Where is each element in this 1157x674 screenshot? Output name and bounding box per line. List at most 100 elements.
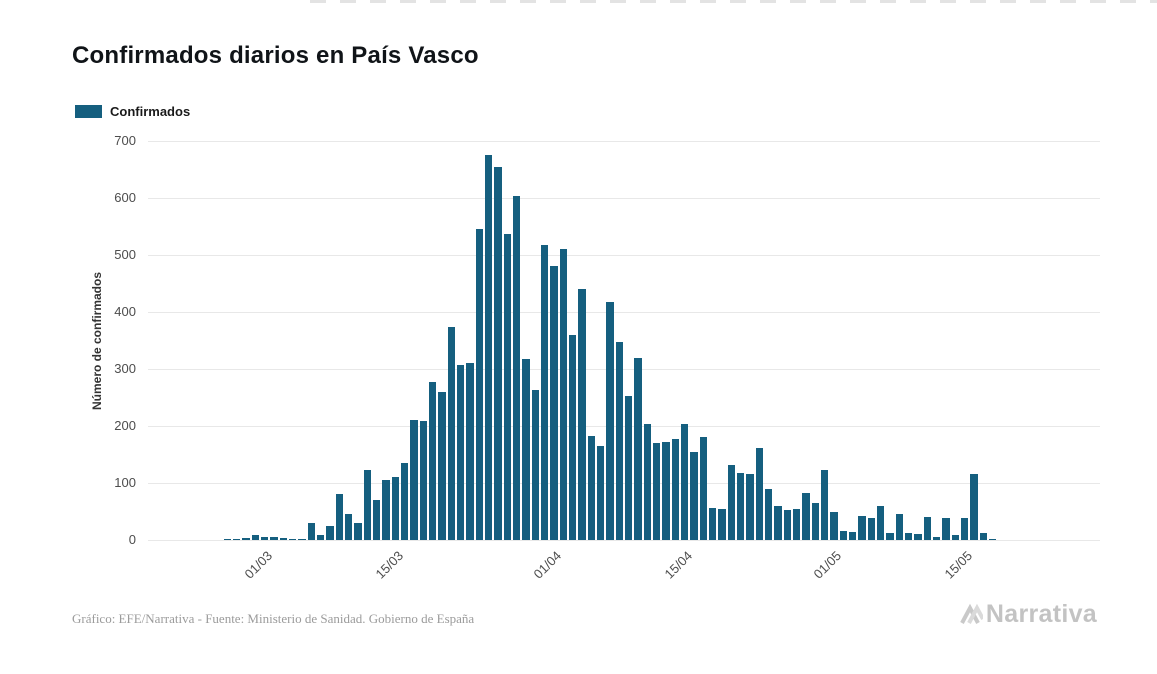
bar [223, 539, 232, 540]
bar [578, 289, 586, 540]
bar [942, 518, 950, 540]
bar [699, 437, 708, 540]
bar [867, 518, 876, 540]
bar [764, 488, 773, 540]
bar [979, 533, 988, 540]
bar [923, 517, 932, 540]
y-tick-label: 0 [128, 532, 136, 547]
bar [484, 155, 493, 540]
bar [951, 535, 960, 540]
bar [466, 363, 474, 540]
y-tick-label: 100 [114, 475, 136, 490]
bar [839, 531, 848, 540]
gridline [148, 312, 1100, 313]
gridline [148, 255, 1100, 256]
bar [391, 477, 400, 540]
bar [335, 494, 344, 540]
bar [662, 441, 670, 540]
bar [811, 502, 820, 540]
bar [792, 508, 801, 540]
bar [456, 365, 465, 540]
bar [503, 233, 512, 540]
bar [727, 465, 736, 540]
bar [932, 537, 941, 540]
y-tick-label: 300 [114, 361, 136, 376]
bar [802, 492, 810, 540]
bar [708, 507, 717, 540]
bar [988, 539, 997, 540]
bar [960, 518, 969, 540]
bar [652, 443, 661, 540]
bar [690, 451, 698, 540]
bar [540, 244, 549, 540]
bar [848, 532, 857, 540]
y-tick-label: 500 [114, 247, 136, 262]
bar [363, 470, 372, 540]
bar [428, 382, 437, 540]
x-tick-label: 01/04 [530, 548, 565, 582]
bar [316, 535, 325, 540]
bar [232, 539, 241, 540]
bar [438, 391, 446, 540]
bar [615, 342, 624, 540]
legend: Confirmados [75, 104, 190, 119]
bar [279, 538, 288, 540]
bar [354, 522, 362, 540]
bar [550, 266, 558, 540]
narrativa-logo: Narrativa [959, 600, 1097, 629]
bar [298, 538, 306, 540]
bar [251, 535, 260, 540]
gridline [148, 141, 1100, 142]
bar [736, 473, 745, 540]
bar [820, 470, 829, 540]
legend-label: Confirmados [110, 104, 191, 119]
y-tick-label: 600 [114, 190, 136, 205]
gridline [148, 426, 1100, 427]
bar [512, 195, 521, 540]
bar [419, 421, 428, 540]
bar [886, 533, 894, 540]
gridline [148, 369, 1100, 370]
bar [783, 510, 792, 540]
bar [895, 514, 904, 540]
bar [858, 516, 866, 540]
legend-swatch [75, 105, 102, 118]
top-edge-artifact [310, 0, 1157, 3]
gridline [148, 540, 1100, 541]
bar [680, 424, 689, 540]
bar [876, 505, 885, 540]
plot-area: 0 100 200 300 400 500 600 700 01/03 15/03 01/04 15/… [114, 133, 1100, 582]
bar [774, 505, 782, 540]
source-caption: Gráfico: EFE/Narrativa - Fuente: Ministe… [72, 611, 475, 626]
bar [914, 534, 922, 540]
bar [447, 327, 456, 540]
bar [270, 536, 278, 540]
bar [671, 438, 680, 540]
bar [596, 445, 605, 540]
bar [643, 424, 652, 540]
x-tick-label: 15/05 [941, 548, 976, 582]
x-tick-label: 01/05 [810, 548, 845, 582]
bar [634, 357, 642, 540]
bar [531, 389, 540, 540]
bar [568, 334, 577, 540]
y-tick-label: 700 [114, 133, 136, 148]
x-tick-label: 01/03 [241, 548, 276, 582]
bar [606, 301, 614, 540]
gridline [148, 198, 1100, 199]
bar [242, 537, 250, 540]
bar [410, 420, 418, 540]
bar [344, 514, 353, 540]
y-tick-label: 400 [114, 304, 136, 319]
bar [382, 480, 390, 540]
bar [559, 249, 568, 540]
bar [746, 474, 754, 540]
bar [904, 532, 913, 540]
bar [475, 229, 484, 540]
bar [522, 358, 530, 540]
bar [307, 522, 316, 540]
bar [494, 166, 502, 540]
y-tick-label: 200 [114, 418, 136, 433]
narrativa-logo-text: Narrativa [985, 600, 1097, 628]
